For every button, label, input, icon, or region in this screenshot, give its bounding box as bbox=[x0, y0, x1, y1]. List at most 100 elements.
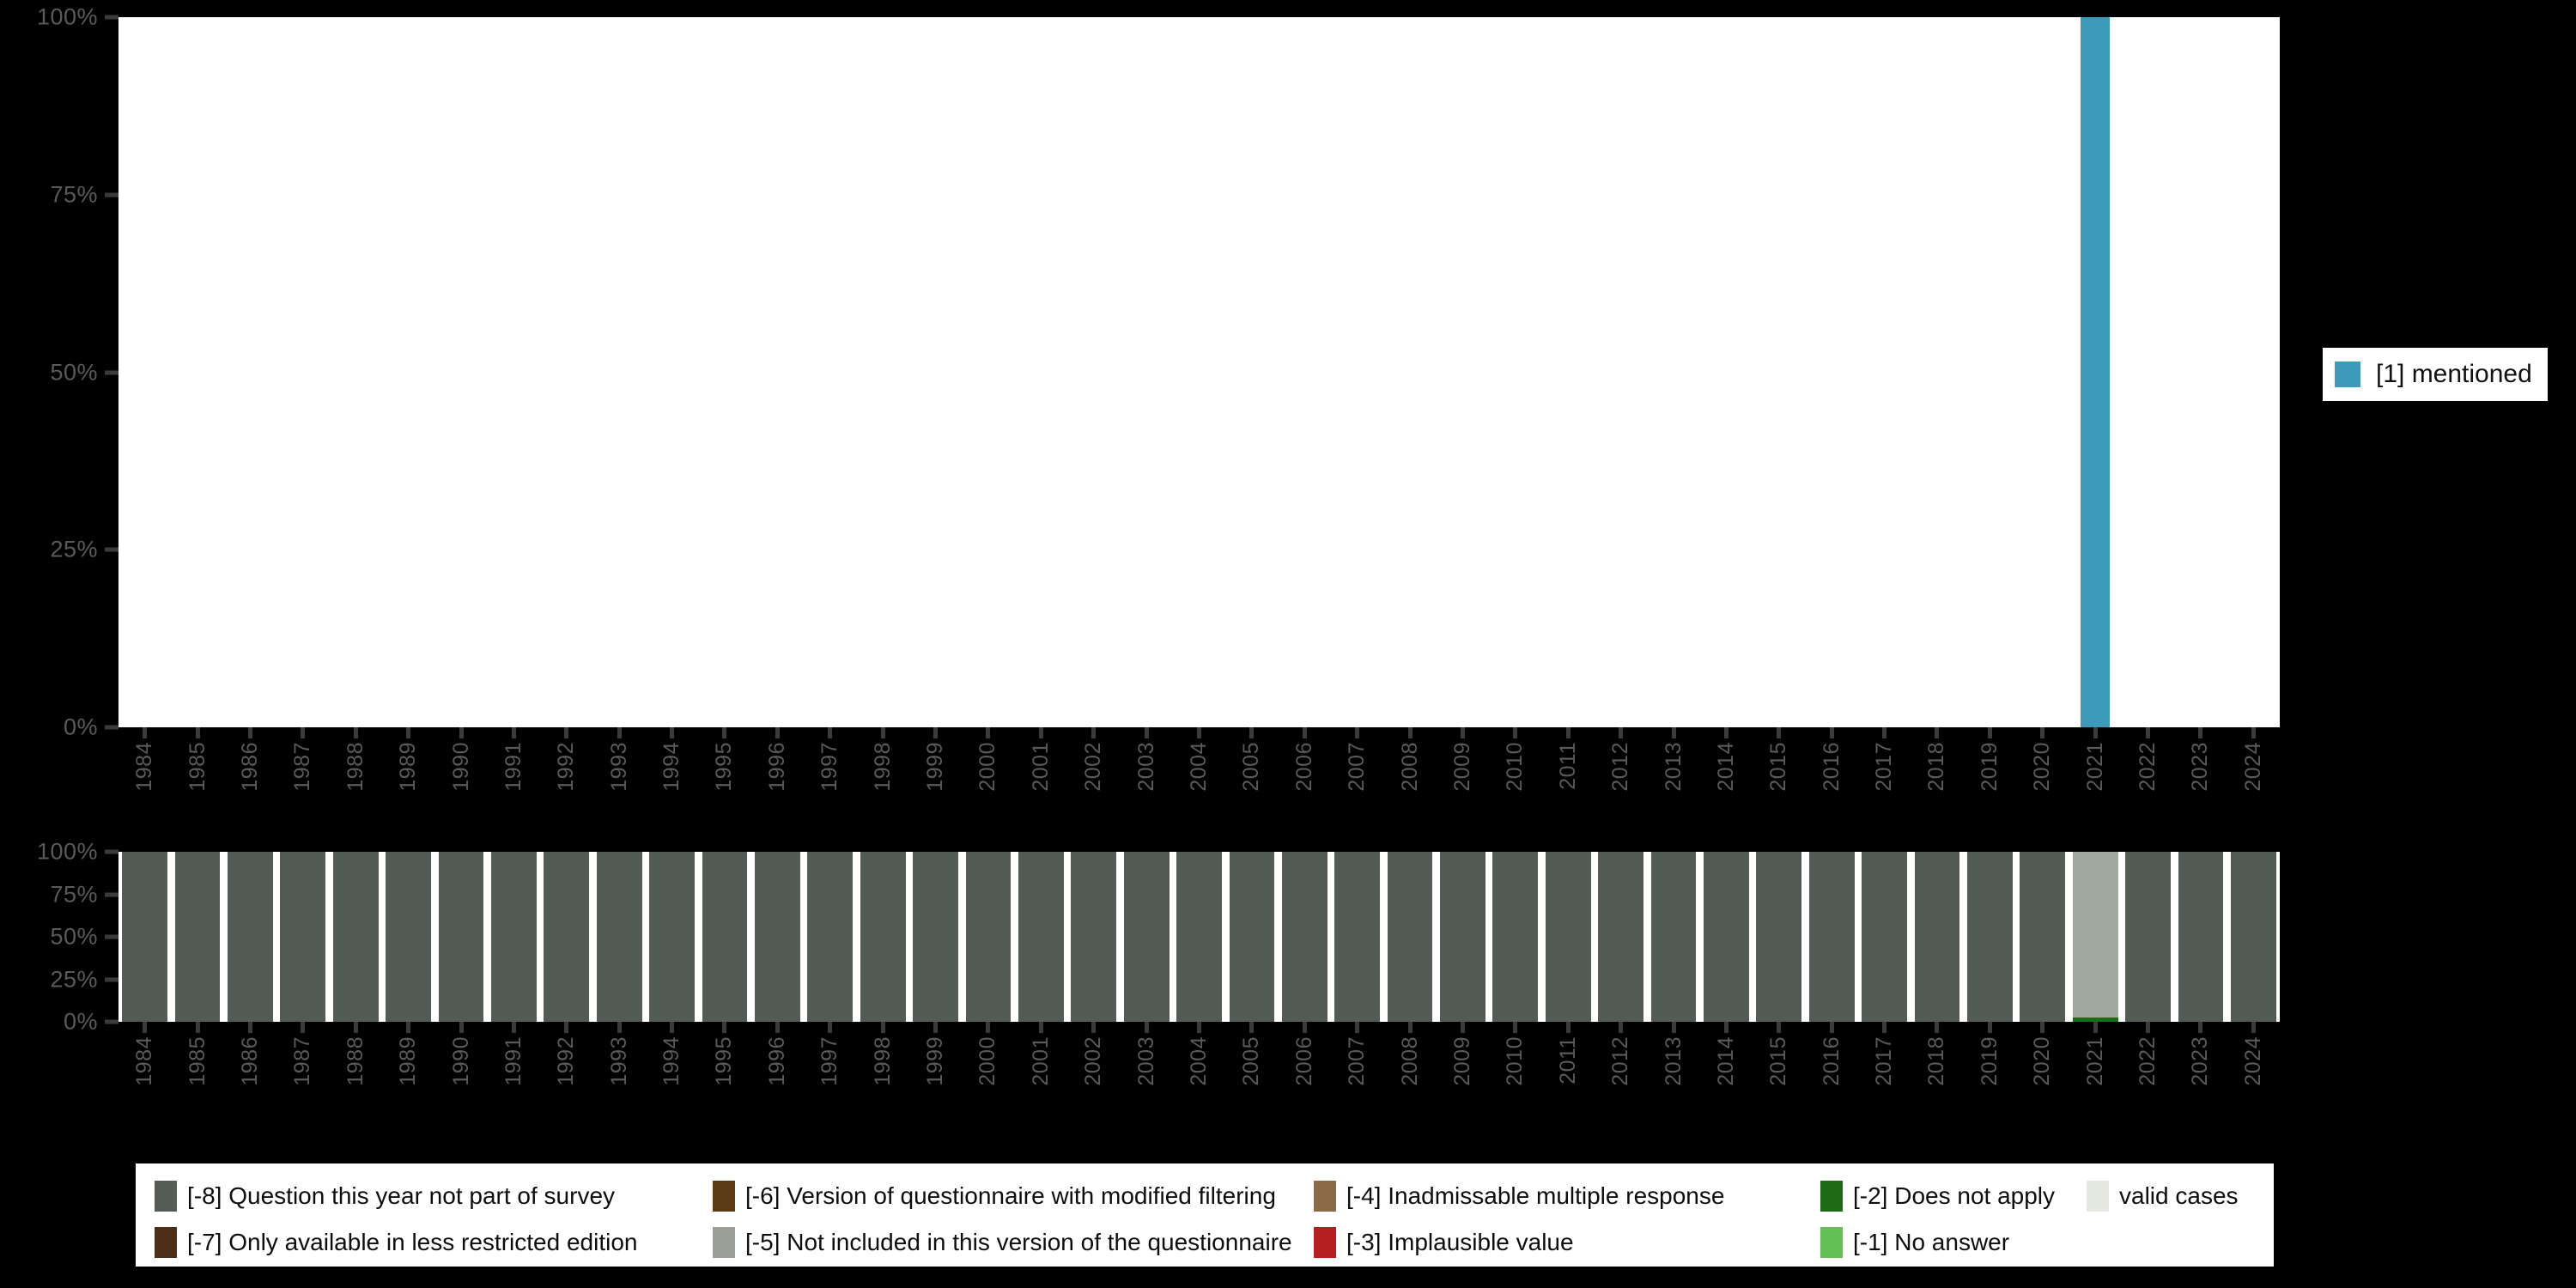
top-bar-slot[interactable] bbox=[1647, 17, 1699, 727]
bottom-bar-slot[interactable] bbox=[1858, 852, 1911, 1022]
bottom-bar-slot[interactable] bbox=[1383, 852, 1436, 1022]
bottom-bar-slot[interactable] bbox=[1015, 852, 1067, 1022]
bottom-bar-slot[interactable] bbox=[698, 852, 750, 1022]
bottom-bar-segment[interactable] bbox=[1281, 852, 1327, 1022]
top-bar-slot[interactable] bbox=[2227, 17, 2280, 727]
bottom-bar-segment[interactable] bbox=[1862, 852, 1907, 1022]
bottom-bar-segment[interactable] bbox=[1545, 852, 1591, 1022]
top-bar-slot[interactable] bbox=[856, 17, 908, 727]
bottom-bar-slot[interactable] bbox=[1647, 852, 1699, 1022]
bottom-bar-segment[interactable] bbox=[807, 852, 854, 1022]
top-bar-slot[interactable] bbox=[1015, 17, 1067, 727]
bottom-bar-segment[interactable] bbox=[1704, 852, 1749, 1022]
bottom-bar-slot[interactable] bbox=[856, 852, 908, 1022]
bottom-bar-slot[interactable] bbox=[804, 852, 856, 1022]
legend-item[interactable]: [-3] Implausible value bbox=[1314, 1225, 1574, 1260]
bottom-bar-slot[interactable] bbox=[1225, 852, 1278, 1022]
bottom-bar-slot[interactable] bbox=[1331, 852, 1383, 1022]
bottom-bar-slot[interactable] bbox=[1067, 852, 1120, 1022]
bottom-bar-segment[interactable] bbox=[228, 852, 273, 1022]
bottom-bar-segment[interactable] bbox=[860, 852, 906, 1022]
bottom-bar-slot[interactable] bbox=[118, 852, 171, 1022]
top-bar-slot[interactable] bbox=[593, 17, 646, 727]
top-bar-slot[interactable] bbox=[1173, 17, 1225, 727]
bottom-bar-segment[interactable] bbox=[2178, 852, 2224, 1022]
bottom-bar-slot[interactable] bbox=[2122, 852, 2174, 1022]
top-bar-slot[interactable] bbox=[2174, 17, 2227, 727]
bottom-bar-slot[interactable] bbox=[593, 852, 646, 1022]
top-bar-slot[interactable] bbox=[2069, 17, 2121, 727]
bottom-bar-segment[interactable] bbox=[649, 852, 695, 1022]
top-bar-slot[interactable] bbox=[646, 17, 698, 727]
top-bar-slot[interactable] bbox=[171, 17, 223, 727]
bottom-bar-segment[interactable] bbox=[544, 852, 590, 1022]
bottom-bar-segment[interactable] bbox=[1492, 852, 1539, 1022]
bottom-bar-segment[interactable] bbox=[491, 852, 537, 1022]
bottom-bar-segment[interactable] bbox=[1334, 852, 1381, 1022]
bottom-bar-slot[interactable] bbox=[382, 852, 434, 1022]
bottom-bar-slot[interactable] bbox=[1279, 852, 1331, 1022]
legend-item[interactable]: valid cases bbox=[2087, 1179, 2239, 1213]
top-bar-slot[interactable] bbox=[1595, 17, 1647, 727]
top-bar-segment[interactable] bbox=[2081, 17, 2111, 727]
top-bar-slot[interactable] bbox=[1964, 17, 2016, 727]
top-bar-slot[interactable] bbox=[382, 17, 434, 727]
top-bar-slot[interactable] bbox=[276, 17, 329, 727]
bottom-bar-slot[interactable] bbox=[2227, 852, 2280, 1022]
bottom-bar-segment[interactable] bbox=[1018, 852, 1064, 1022]
bottom-bar-segment[interactable] bbox=[702, 852, 748, 1022]
bottom-bar-segment[interactable] bbox=[1966, 852, 2013, 1022]
bottom-bar-slot[interactable] bbox=[1595, 852, 1647, 1022]
bottom-bar-slot[interactable] bbox=[488, 852, 540, 1022]
top-bar-slot[interactable] bbox=[224, 17, 276, 727]
legend-item[interactable]: [-8] Question this year not part of surv… bbox=[155, 1179, 615, 1213]
top-bar-slot[interactable] bbox=[1911, 17, 1963, 727]
bottom-bar-slot[interactable] bbox=[1542, 852, 1595, 1022]
top-bar-slot[interactable] bbox=[488, 17, 540, 727]
bottom-bar-slot[interactable] bbox=[2174, 852, 2227, 1022]
bottom-bar-slot[interactable] bbox=[2069, 852, 2121, 1022]
bottom-bar-slot[interactable] bbox=[1806, 852, 1858, 1022]
bottom-bar-slot[interactable] bbox=[224, 852, 276, 1022]
bottom-bar-slot[interactable] bbox=[909, 852, 962, 1022]
top-bar-slot[interactable] bbox=[434, 17, 487, 727]
bottom-bar-slot[interactable] bbox=[751, 852, 804, 1022]
top-bar-slot[interactable] bbox=[2016, 17, 2069, 727]
bottom-bar-segment[interactable] bbox=[2020, 852, 2066, 1022]
bottom-bar-segment[interactable] bbox=[1123, 852, 1170, 1022]
bottom-bar-slot[interactable] bbox=[1120, 852, 1172, 1022]
top-bar-slot[interactable] bbox=[1279, 17, 1331, 727]
bottom-bar-slot[interactable] bbox=[1437, 852, 1489, 1022]
bottom-bar-segment[interactable] bbox=[1756, 852, 1802, 1022]
bottom-bar-segment[interactable] bbox=[2072, 1018, 2118, 1022]
top-bar-slot[interactable] bbox=[1858, 17, 1911, 727]
top-bar-slot[interactable] bbox=[118, 17, 171, 727]
bottom-bar-segment[interactable] bbox=[913, 852, 958, 1022]
top-bar-slot[interactable] bbox=[1331, 17, 1383, 727]
bottom-bar-segment[interactable] bbox=[1598, 852, 1644, 1022]
top-bar-slot[interactable] bbox=[1437, 17, 1489, 727]
top-bar-slot[interactable] bbox=[751, 17, 804, 727]
top-bar-slot[interactable] bbox=[1383, 17, 1436, 727]
bottom-bar-slot[interactable] bbox=[1964, 852, 2016, 1022]
bottom-bar-slot[interactable] bbox=[2016, 852, 2069, 1022]
top-bar-slot[interactable] bbox=[1700, 17, 1753, 727]
bottom-bar-segment[interactable] bbox=[280, 852, 326, 1022]
bottom-bar-segment[interactable] bbox=[1914, 852, 1960, 1022]
bottom-bar-segment[interactable] bbox=[965, 852, 1012, 1022]
bottom-bar-segment[interactable] bbox=[1808, 852, 1855, 1022]
top-bar-slot[interactable] bbox=[1806, 17, 1858, 727]
top-bar-slot[interactable] bbox=[1542, 17, 1595, 727]
bottom-bar-slot[interactable] bbox=[1753, 852, 1805, 1022]
bottom-bar-slot[interactable] bbox=[646, 852, 698, 1022]
bottom-bar-segment[interactable] bbox=[438, 852, 484, 1022]
bottom-bar-slot[interactable] bbox=[1489, 852, 1541, 1022]
bottom-bar-segment[interactable] bbox=[386, 852, 432, 1022]
legend-item[interactable]: [-6] Version of questionnaire with modif… bbox=[713, 1179, 1276, 1213]
series-legend[interactable]: [1] mentioned bbox=[2323, 348, 2548, 401]
top-bar-slot[interactable] bbox=[1489, 17, 1541, 727]
bottom-bar-slot[interactable] bbox=[962, 852, 1014, 1022]
bottom-bar-segment[interactable] bbox=[1440, 852, 1485, 1022]
top-bar-slot[interactable] bbox=[1753, 17, 1805, 727]
legend-item[interactable]: [-2] Does not apply bbox=[1820, 1179, 2055, 1213]
